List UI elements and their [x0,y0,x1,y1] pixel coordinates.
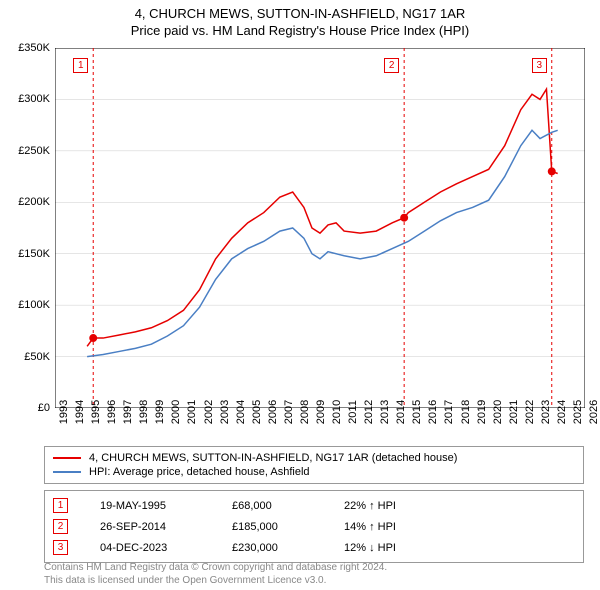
chart-container: 4, CHURCH MEWS, SUTTON-IN-ASHFIELD, NG17… [0,0,600,590]
x-tick-label: 2022 [524,400,536,424]
legend-label: HPI: Average price, detached house, Ashf… [89,466,310,478]
x-tick-label: 2026 [588,400,600,424]
y-tick-label: £100K [18,299,50,311]
footer-line2: This data is licensed under the Open Gov… [44,575,387,588]
x-tick-label: 2010 [331,400,343,424]
x-tick-label: 2017 [443,400,455,424]
legend-item: 4, CHURCH MEWS, SUTTON-IN-ASHFIELD, NG17… [53,451,575,465]
y-tick-label: £300K [18,93,50,105]
event-index-badge: 3 [53,540,68,555]
x-tick-label: 1998 [138,400,150,424]
x-tick-label: 2012 [363,400,375,424]
legend-swatch [53,471,81,473]
x-tick-label: 2003 [219,400,231,424]
y-tick-label: £50K [24,351,50,363]
event-marker-badge: 2 [384,58,399,73]
x-tick-label: 2001 [186,400,198,424]
x-tick-label: 1995 [90,400,102,424]
title-line1: 4, CHURCH MEWS, SUTTON-IN-ASHFIELD, NG17… [0,6,600,21]
x-tick-label: 2009 [315,400,327,424]
x-tick-label: 2021 [508,400,520,424]
event-date: 19-MAY-1995 [100,500,200,512]
x-tick-label: 2025 [572,400,584,424]
event-row: 3 04-DEC-2023 £230,000 12% ↓ HPI [53,537,575,558]
footer: Contains HM Land Registry data © Crown c… [44,562,387,587]
x-tick-label: 2014 [395,400,407,424]
event-marker-badge: 3 [532,58,547,73]
event-pct: 12% ↓ HPI [344,542,454,554]
legend: 4, CHURCH MEWS, SUTTON-IN-ASHFIELD, NG17… [44,446,584,484]
event-pct: 22% ↑ HPI [344,500,454,512]
event-price: £230,000 [232,542,312,554]
event-index-badge: 2 [53,519,68,534]
events-table: 1 19-MAY-1995 £68,000 22% ↑ HPI 2 26-SEP… [44,490,584,563]
x-tick-label: 2018 [460,400,472,424]
event-date: 04-DEC-2023 [100,542,200,554]
x-tick-label: 2015 [411,400,423,424]
legend-label: 4, CHURCH MEWS, SUTTON-IN-ASHFIELD, NG17… [89,452,457,464]
event-row: 1 19-MAY-1995 £68,000 22% ↑ HPI [53,495,575,516]
x-tick-label: 2000 [170,400,182,424]
x-tick-label: 2011 [347,400,359,424]
x-tick-label: 2007 [283,400,295,424]
event-price: £68,000 [232,500,312,512]
y-tick-label: £250K [18,145,50,157]
y-tick-label: £200K [18,196,50,208]
x-tick-label: 2008 [299,400,311,424]
x-tick-label: 2006 [267,400,279,424]
x-tick-label: 1996 [106,400,118,424]
x-tick-label: 1993 [58,400,70,424]
event-price: £185,000 [232,521,312,533]
legend-item: HPI: Average price, detached house, Ashf… [53,465,575,479]
y-tick-label: £350K [18,42,50,54]
chart-area: £0£50K£100K£150K£200K£250K£300K£350K 199… [55,48,585,408]
footer-line1: Contains HM Land Registry data © Crown c… [44,562,387,575]
event-date: 26-SEP-2014 [100,521,200,533]
x-tick-label: 2020 [492,400,504,424]
x-tick-label: 2023 [540,400,552,424]
event-row: 2 26-SEP-2014 £185,000 14% ↑ HPI [53,516,575,537]
x-tick-label: 1999 [154,400,166,424]
x-tick-label: 2002 [203,400,215,424]
x-tick-label: 1997 [122,400,134,424]
x-tick-label: 2019 [476,400,488,424]
x-tick-label: 2016 [427,400,439,424]
legend-swatch [53,457,81,459]
x-tick-label: 2013 [379,400,391,424]
title-line2: Price paid vs. HM Land Registry's House … [0,23,600,38]
x-tick-label: 1994 [74,400,86,424]
plot-svg [55,48,585,408]
event-pct: 14% ↑ HPI [344,521,454,533]
x-tick-label: 2005 [251,400,263,424]
y-tick-label: £0 [38,402,50,414]
title-block: 4, CHURCH MEWS, SUTTON-IN-ASHFIELD, NG17… [0,0,600,38]
x-tick-label: 2024 [556,400,568,424]
event-marker-badge: 1 [73,58,88,73]
y-tick-label: £150K [18,248,50,260]
event-index-badge: 1 [53,498,68,513]
x-tick-label: 2004 [235,400,247,424]
